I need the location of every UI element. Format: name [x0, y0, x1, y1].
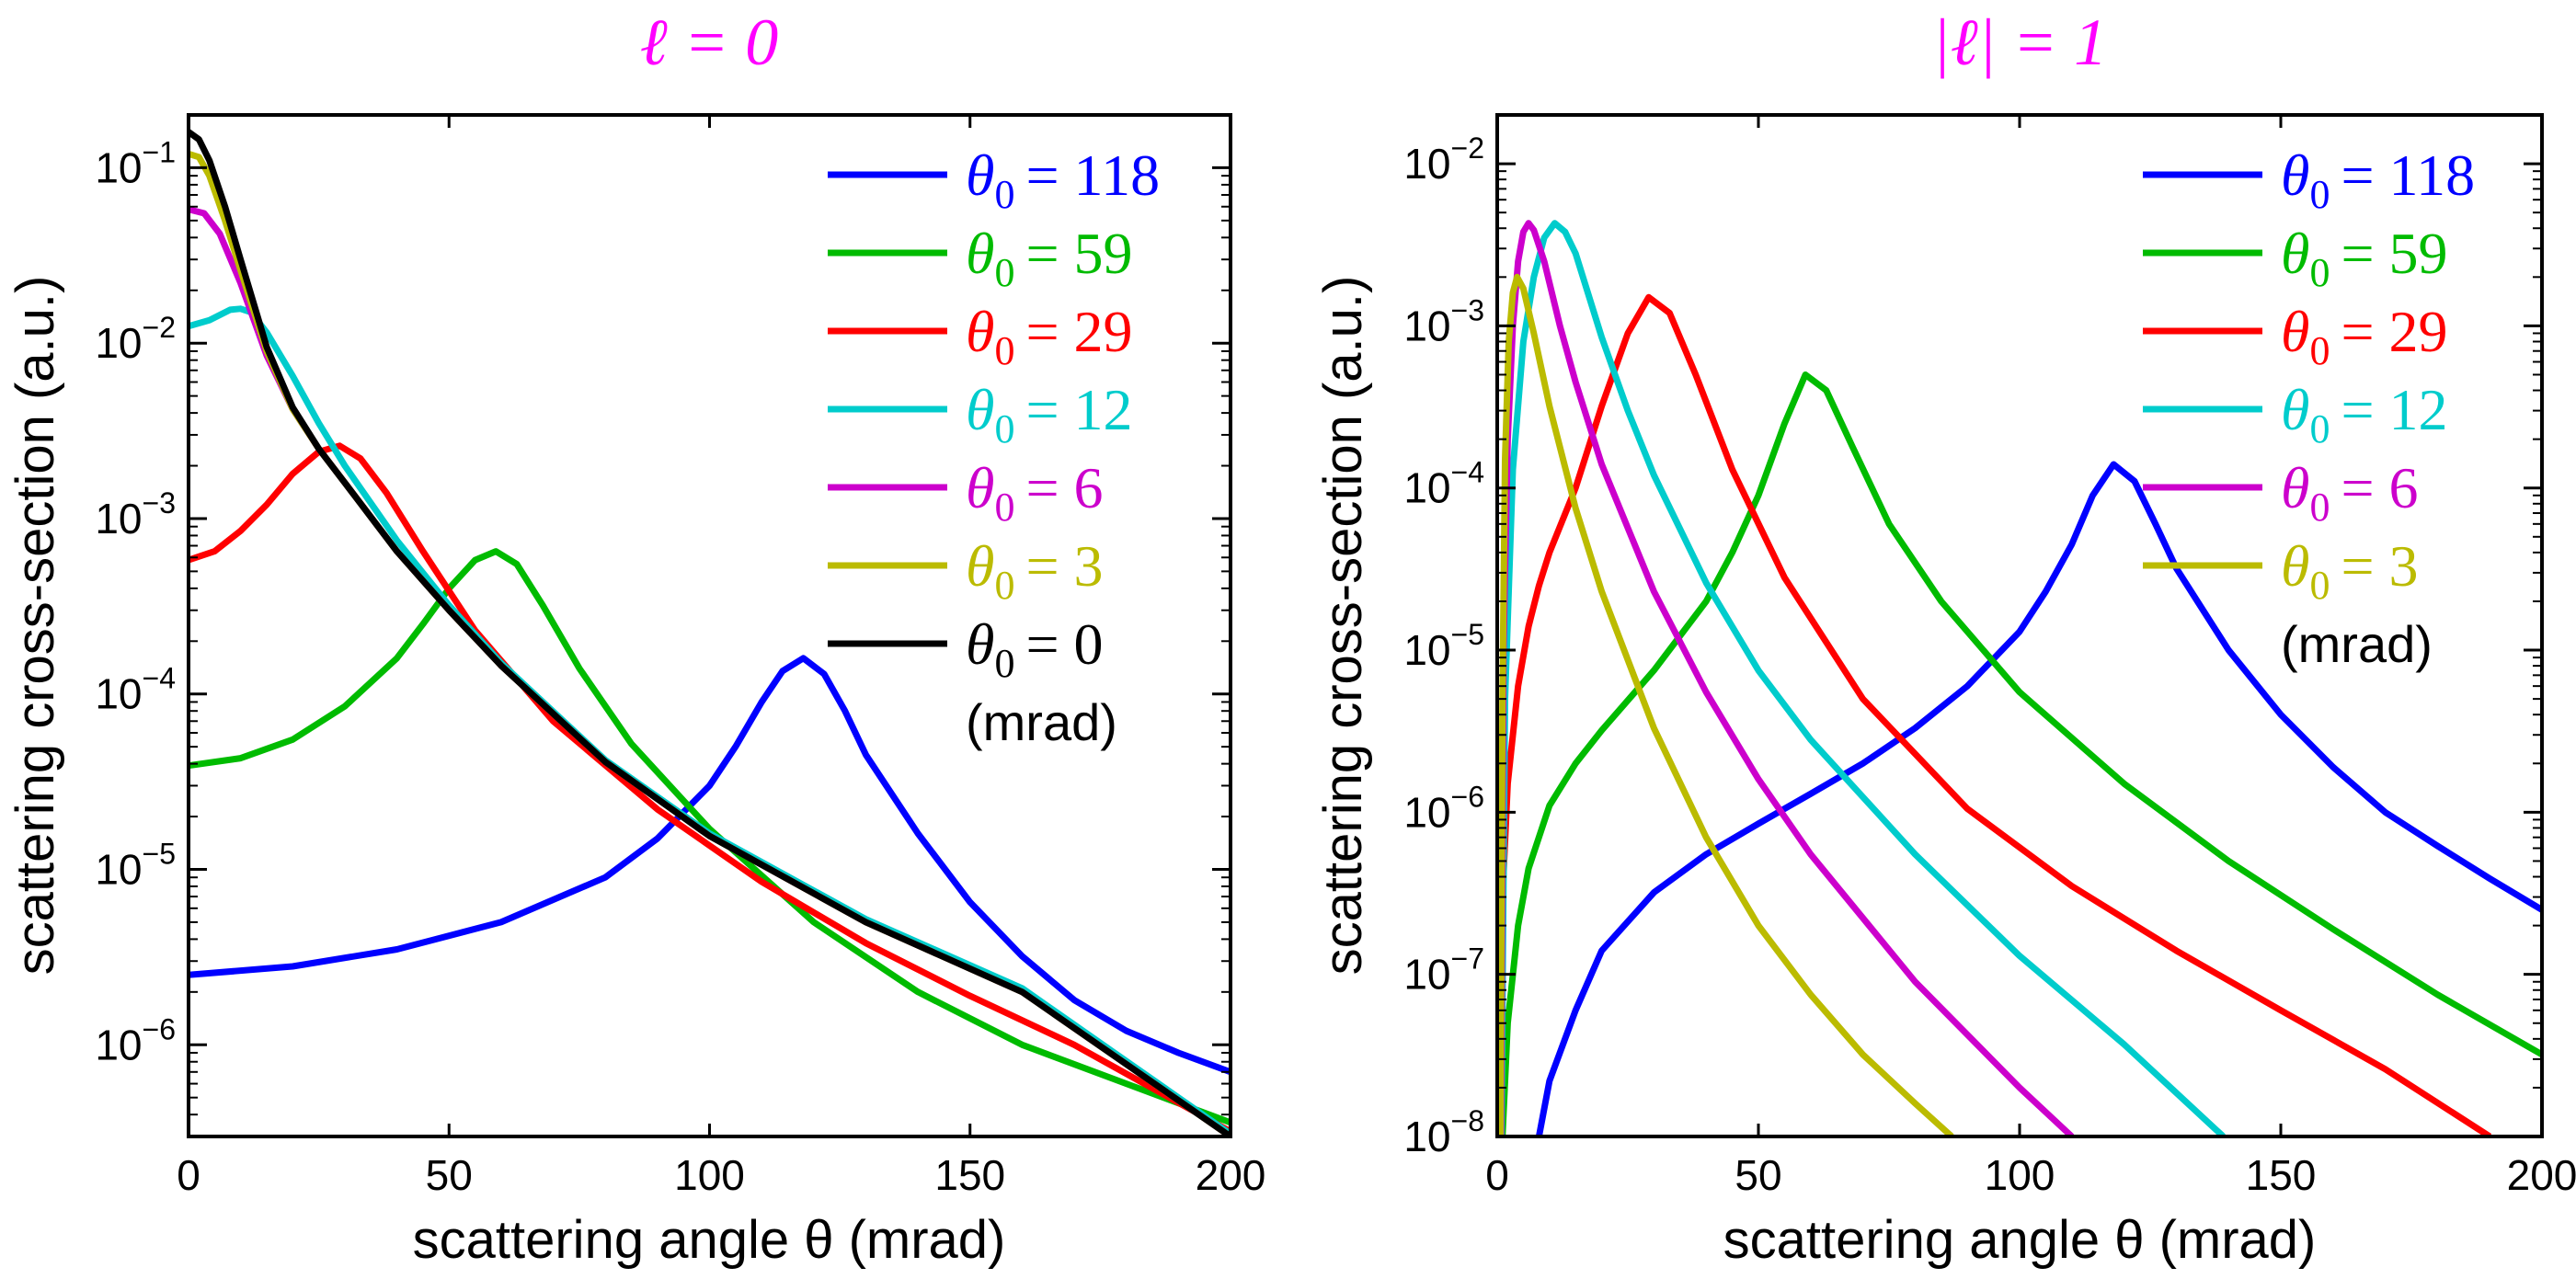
- left-legend-label: θ0 = 6: [966, 455, 1104, 530]
- left-panel-title: ℓ = 0: [640, 6, 779, 79]
- right-y-tick-label: 10−3: [1403, 293, 1484, 349]
- right-x-tick-label: 200: [2507, 1151, 2576, 1199]
- left-series-line-1: [189, 548, 1231, 1126]
- right-panel-title: |ℓ| = 1: [1932, 6, 2107, 79]
- left-y-tick-label: 10−6: [95, 1012, 176, 1068]
- left-legend-label: θ0 = 12: [966, 377, 1133, 451]
- left-y-ticks: 10−1 10−2 10−3 10−4 10−5 10−6: [95, 135, 1231, 1116]
- right-legend-label: θ0 = 59: [2281, 221, 2448, 295]
- right-legend-label: θ0 = 6: [2281, 455, 2419, 530]
- left-y-tick-label: 10−3: [95, 486, 176, 542]
- right-legend-units-note: (mrad): [2281, 615, 2433, 673]
- left-y-tick-label: 10−1: [95, 135, 176, 191]
- right-series-line-3: [1498, 220, 2226, 1136]
- right-legend-label: θ0 = 118: [2281, 143, 2475, 217]
- right-x-ticks: 0 50 100 150 200: [1485, 115, 2576, 1199]
- left-panel: ℓ = 0 0 50 100 150 200 10−110−210−310−410−51…: [6, 6, 1265, 1270]
- left-series-line-0: [189, 655, 1231, 1076]
- right-x-tick-label: 100: [1985, 1151, 2055, 1199]
- left-x-axis-label: scattering angle θ (mrad): [413, 1210, 1006, 1270]
- left-series-line-6: [189, 129, 1231, 1136]
- right-legend-label: θ0 = 29: [2281, 299, 2448, 373]
- right-y-tick-label: 10−2: [1403, 131, 1484, 188]
- right-y-axis-label: scattering cross-section (a.u.): [1313, 276, 1373, 976]
- left-x-ticks: 0 50 100 150 200: [177, 115, 1265, 1199]
- left-legend-label: θ0 = 29: [966, 299, 1133, 373]
- right-legend-label: θ0 = 3: [2281, 533, 2419, 608]
- right-x-tick-label: 50: [1735, 1151, 1781, 1199]
- right-x-axis-label: scattering angle θ (mrad): [1723, 1210, 2317, 1270]
- left-x-tick-label: 0: [177, 1151, 200, 1199]
- right-y-tick-label: 10−8: [1403, 1104, 1484, 1160]
- left-y-tick-label: 10−2: [95, 311, 176, 367]
- left-x-tick-label: 50: [426, 1151, 473, 1199]
- right-y-tick-label: 10−4: [1403, 456, 1484, 512]
- right-y-tick-label: 10−7: [1403, 942, 1484, 999]
- right-y-tick-label: 10−5: [1403, 618, 1484, 674]
- right-x-tick-label: 150: [2246, 1151, 2317, 1199]
- left-legend-label: θ0 = 3: [966, 533, 1104, 608]
- left-y-axis-label: scattering cross-section (a.u.): [6, 276, 65, 976]
- left-x-tick-label: 150: [934, 1151, 1005, 1199]
- left-legend-units-note: (mrad): [966, 693, 1117, 751]
- right-series-line-2: [1499, 293, 2492, 1136]
- left-x-tick-label: 200: [1196, 1151, 1266, 1199]
- left-legend-label: θ0 = 118: [966, 143, 1160, 217]
- right-y-tick-label: 10−6: [1403, 780, 1484, 836]
- left-legend-label: θ0 = 59: [966, 221, 1133, 295]
- left-x-tick-label: 100: [674, 1151, 745, 1199]
- right-x-tick-label: 0: [1485, 1151, 1509, 1199]
- left-y-tick-label: 10−5: [95, 837, 176, 893]
- right-series-line-4: [1497, 220, 2075, 1136]
- right-y-ticks: 10−2 10−3 10−4 10−5 10−6 10−7 10−8: [1403, 131, 2542, 1160]
- right-series-line-0: [1535, 461, 2542, 1136]
- right-panel: |ℓ| = 1 0 50 100 150 200 10−210−310−410−510−…: [1313, 6, 2576, 1270]
- right-legend-label: θ0 = 12: [2281, 377, 2448, 451]
- right-series-line-5: [1497, 273, 1954, 1136]
- left-y-tick-label: 10−4: [95, 662, 176, 718]
- left-legend-label: θ0 = 0: [966, 611, 1104, 686]
- left-series-line-2: [189, 442, 1231, 1135]
- right-series-line-1: [1499, 371, 2542, 1136]
- left-series-lines: [189, 129, 1231, 1136]
